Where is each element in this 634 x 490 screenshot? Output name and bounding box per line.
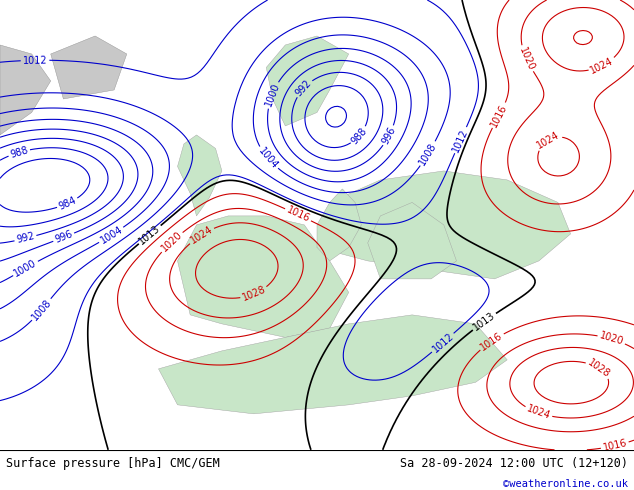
Text: 996: 996 bbox=[380, 125, 398, 146]
Text: 1024: 1024 bbox=[188, 224, 214, 246]
Text: 1020: 1020 bbox=[517, 46, 536, 72]
Text: 1016: 1016 bbox=[489, 102, 509, 128]
Text: 1020: 1020 bbox=[159, 230, 184, 254]
Text: 1012: 1012 bbox=[430, 331, 455, 355]
Text: 1004: 1004 bbox=[98, 224, 124, 246]
Text: 1000: 1000 bbox=[263, 82, 281, 108]
Text: 1013: 1013 bbox=[137, 223, 162, 246]
Text: 1012: 1012 bbox=[23, 55, 48, 66]
Text: 1028: 1028 bbox=[586, 357, 612, 379]
Text: 1013: 1013 bbox=[472, 310, 497, 333]
Text: 1024: 1024 bbox=[535, 130, 562, 150]
Text: 992: 992 bbox=[15, 231, 36, 245]
Text: 996: 996 bbox=[53, 229, 74, 245]
Text: 988: 988 bbox=[9, 145, 29, 160]
Text: ©weatheronline.co.uk: ©weatheronline.co.uk bbox=[503, 479, 628, 489]
Text: 1024: 1024 bbox=[525, 404, 552, 422]
Text: 1008: 1008 bbox=[417, 141, 439, 167]
Text: 1016: 1016 bbox=[479, 330, 505, 352]
Text: 992: 992 bbox=[294, 78, 314, 98]
Text: 1028: 1028 bbox=[241, 285, 268, 303]
Text: 1016: 1016 bbox=[602, 438, 628, 453]
Text: 984: 984 bbox=[57, 195, 78, 212]
Text: Sa 28-09-2024 12:00 UTC (12+120): Sa 28-09-2024 12:00 UTC (12+120) bbox=[399, 457, 628, 470]
Text: 1012: 1012 bbox=[451, 127, 470, 153]
Text: 1016: 1016 bbox=[285, 205, 311, 224]
Text: 988: 988 bbox=[349, 125, 369, 146]
Text: 1020: 1020 bbox=[598, 331, 624, 347]
Text: 1004: 1004 bbox=[256, 146, 280, 171]
Text: 1008: 1008 bbox=[30, 297, 53, 322]
Text: Surface pressure [hPa] CMC/GEM: Surface pressure [hPa] CMC/GEM bbox=[6, 457, 220, 470]
Text: 1024: 1024 bbox=[589, 55, 616, 75]
Text: 1000: 1000 bbox=[13, 258, 39, 279]
